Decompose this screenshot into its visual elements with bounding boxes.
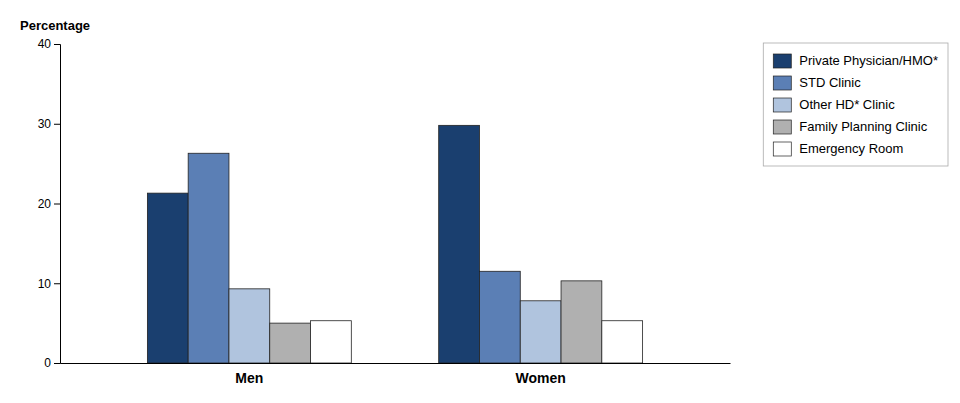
y-tick: 30 <box>38 117 60 131</box>
y-tick-label: 30 <box>38 117 52 131</box>
legend-label: Private Physician/HMO* <box>799 53 938 68</box>
y-tick-mark <box>54 363 60 364</box>
x-tick-label: Men <box>235 370 263 386</box>
y-tick: 20 <box>38 197 60 211</box>
bar <box>439 125 480 363</box>
legend-item: Family Planning Clinic <box>773 119 927 134</box>
bars <box>147 125 642 363</box>
bar <box>188 153 229 363</box>
y-tick-label: 20 <box>38 197 52 211</box>
legend-item: STD Clinic <box>773 75 861 90</box>
x-axis: Men Women <box>61 364 731 386</box>
y-axis: 0 10 20 30 40 <box>38 37 61 370</box>
bar <box>229 289 270 363</box>
y-axis-line <box>54 45 61 364</box>
legend-item: Emergency Room <box>773 141 903 156</box>
y-tick-mark <box>54 44 60 45</box>
y-axis-label: Percentage <box>20 18 90 33</box>
plot: 0 10 20 30 40 Men Women <box>38 37 731 386</box>
legend-label: STD Clinic <box>799 75 861 90</box>
y-tick-mark <box>54 124 60 125</box>
legend-swatch <box>773 142 791 156</box>
y-tick-mark <box>54 204 60 205</box>
bar <box>270 323 311 363</box>
y-tick-label: 0 <box>44 356 51 370</box>
legend-swatch <box>773 54 791 68</box>
legend-frame <box>763 43 948 166</box>
bar <box>520 301 561 363</box>
legend-item: Other HD* Clinic <box>773 97 895 112</box>
x-axis-line <box>61 363 731 364</box>
legend-swatch <box>773 76 791 90</box>
legend-label: Emergency Room <box>799 141 903 156</box>
legend-swatch <box>773 98 791 112</box>
legend-swatch <box>773 120 791 134</box>
bar <box>311 321 352 363</box>
chart: 0 10 20 30 40 Men Women Percentage Private Physi… <box>0 0 960 403</box>
bar <box>561 281 602 363</box>
legend-label: Other HD* Clinic <box>799 97 895 112</box>
legend: Private Physician/HMO* STD Clinic Other HD… <box>763 43 948 166</box>
x-tick: Men <box>235 370 263 386</box>
y-tick: 10 <box>38 277 60 291</box>
legend-label: Family Planning Clinic <box>799 119 927 134</box>
y-tick: 40 <box>38 37 60 51</box>
x-tick-label: Women <box>515 370 565 386</box>
y-tick-label: 10 <box>38 277 52 291</box>
x-tick: Women <box>515 370 565 386</box>
bar <box>479 271 520 363</box>
legend-item: Private Physician/HMO* <box>773 53 938 68</box>
y-tick: 0 <box>44 356 60 370</box>
y-tick-label: 40 <box>38 37 52 51</box>
y-tick-mark <box>54 283 60 284</box>
bar <box>147 193 188 363</box>
bar <box>602 321 643 363</box>
